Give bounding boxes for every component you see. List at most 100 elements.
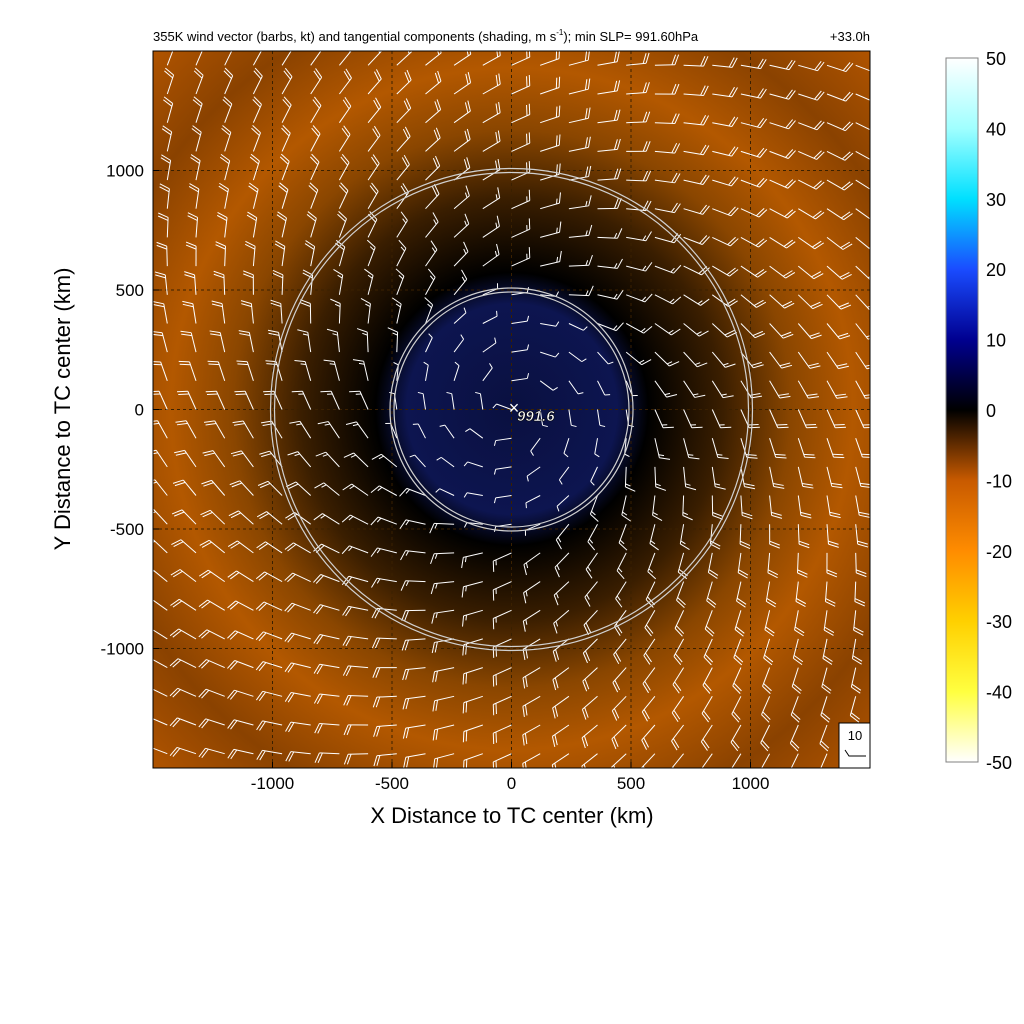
wind-barb bbox=[400, 580, 426, 591]
wind-barb-feather bbox=[201, 719, 209, 729]
wind-barb-feather bbox=[259, 450, 270, 455]
wind-barb-feather bbox=[773, 485, 785, 489]
wind-barb-feather bbox=[584, 707, 589, 718]
wind-barb-shaft bbox=[495, 495, 512, 499]
wind-barb-half-feather bbox=[493, 469, 497, 475]
wind-barb-feather bbox=[405, 669, 410, 680]
wind-barb-feather bbox=[495, 760, 497, 768]
wind-barb bbox=[248, 182, 259, 209]
wind-barb-shaft bbox=[626, 179, 647, 182]
wind-barb-feather bbox=[203, 482, 214, 487]
wind-barb-half-feather bbox=[666, 361, 673, 365]
wind-barb-shaft bbox=[791, 667, 799, 687]
wind-barb bbox=[611, 724, 627, 750]
wind-barb bbox=[683, 351, 708, 368]
wind-barb-shaft bbox=[189, 361, 197, 381]
wind-barb-feather bbox=[841, 273, 852, 280]
wind-barb-shaft bbox=[654, 64, 675, 66]
wind-barb-shaft bbox=[526, 466, 541, 477]
wind-barb bbox=[826, 208, 853, 221]
wind-barb bbox=[683, 466, 697, 491]
wind-barb-half-feather bbox=[332, 333, 338, 336]
wind-barb-shaft bbox=[855, 552, 857, 573]
wind-barb-feather bbox=[370, 516, 379, 526]
wind-barb-shaft bbox=[712, 265, 730, 277]
wind-barb-shaft bbox=[206, 659, 225, 669]
wind-barb-shaft bbox=[238, 510, 254, 525]
wind-barb-feather bbox=[284, 67, 293, 77]
wind-barb bbox=[654, 142, 681, 154]
wind-barb bbox=[673, 638, 685, 666]
wind-barb-half-feather bbox=[616, 595, 621, 601]
wind-barb bbox=[597, 80, 621, 95]
wind-barb-shaft bbox=[275, 361, 283, 381]
wind-barb-shaft bbox=[252, 132, 261, 152]
wind-barb-shaft bbox=[348, 665, 369, 669]
wind-barb-feather bbox=[862, 424, 870, 426]
wind-barb-feather bbox=[733, 657, 743, 666]
wind-barb bbox=[826, 438, 845, 459]
wind-barb-feather bbox=[732, 711, 741, 720]
wind-barb bbox=[683, 174, 710, 185]
wind-barb-feather bbox=[725, 363, 736, 368]
wind-barb-feather bbox=[781, 364, 793, 369]
wind-barb-feather bbox=[785, 271, 796, 279]
wind-barb-shaft bbox=[798, 179, 817, 190]
wind-barb-feather bbox=[701, 236, 710, 245]
wind-barb-shaft bbox=[319, 722, 340, 726]
wind-barb-shaft bbox=[166, 246, 168, 267]
wind-barb-feather bbox=[680, 543, 690, 550]
wind-barb bbox=[453, 307, 467, 324]
wind-barb-feather bbox=[371, 156, 378, 167]
wind-barb-feather bbox=[582, 652, 588, 664]
wind-barb-half-feather bbox=[618, 567, 623, 573]
wind-barb-feather bbox=[871, 92, 879, 103]
wind-barb bbox=[279, 153, 290, 181]
wind-barb bbox=[402, 724, 426, 739]
wind-barb bbox=[589, 495, 599, 522]
wind-barb bbox=[234, 390, 254, 410]
wind-barb-half-feather bbox=[428, 333, 433, 338]
wind-barb-feather bbox=[766, 600, 776, 608]
wind-barb-shaft bbox=[321, 543, 340, 554]
wind-barb-feather bbox=[869, 305, 870, 310]
wind-barb-shaft bbox=[444, 424, 455, 439]
wind-barb-half-feather bbox=[542, 424, 548, 428]
wind-barb bbox=[284, 602, 311, 613]
wind-barb-feather bbox=[771, 514, 783, 519]
wind-barb bbox=[654, 466, 667, 491]
wind-barb-shaft bbox=[396, 275, 405, 295]
wind-barb-shaft bbox=[184, 450, 197, 468]
wind-barb-feather bbox=[468, 51, 472, 55]
wind-barb-shaft bbox=[482, 140, 501, 152]
wind-barb-shaft bbox=[319, 693, 340, 697]
wind-barb bbox=[626, 293, 653, 303]
wind-barb-feather bbox=[253, 70, 262, 80]
wind-barb-feather bbox=[309, 182, 319, 191]
wind-barb-feather bbox=[284, 542, 294, 550]
wind-barb-feather bbox=[462, 731, 465, 743]
wind-barb-shaft bbox=[711, 438, 719, 458]
wind-barb-feather bbox=[726, 267, 736, 276]
wind-barb bbox=[737, 552, 749, 579]
wind-barb-half-feather bbox=[427, 303, 432, 308]
wind-barb-shaft bbox=[319, 752, 340, 755]
wind-barb-feather bbox=[786, 210, 796, 219]
wind-barb bbox=[568, 136, 591, 152]
wind-barb-feather bbox=[210, 333, 221, 337]
wind-barb-feather bbox=[701, 713, 709, 723]
wind-barb-shaft bbox=[453, 82, 471, 95]
wind-barb-feather bbox=[703, 85, 709, 96]
wind-barb-feather bbox=[287, 633, 295, 643]
wind-barb-feather bbox=[863, 393, 870, 397]
wind-barb-feather bbox=[669, 361, 680, 367]
wind-barb bbox=[215, 241, 227, 267]
wind-barb-half-feather bbox=[302, 333, 309, 336]
wind-barb-feather bbox=[699, 144, 707, 155]
wind-barb bbox=[401, 638, 426, 651]
wind-barb bbox=[482, 73, 501, 95]
wind-barb-shaft bbox=[851, 638, 857, 659]
wind-barb bbox=[703, 638, 714, 666]
wind-barb-shaft bbox=[425, 249, 438, 267]
y-tick-label: 1000 bbox=[106, 162, 144, 181]
